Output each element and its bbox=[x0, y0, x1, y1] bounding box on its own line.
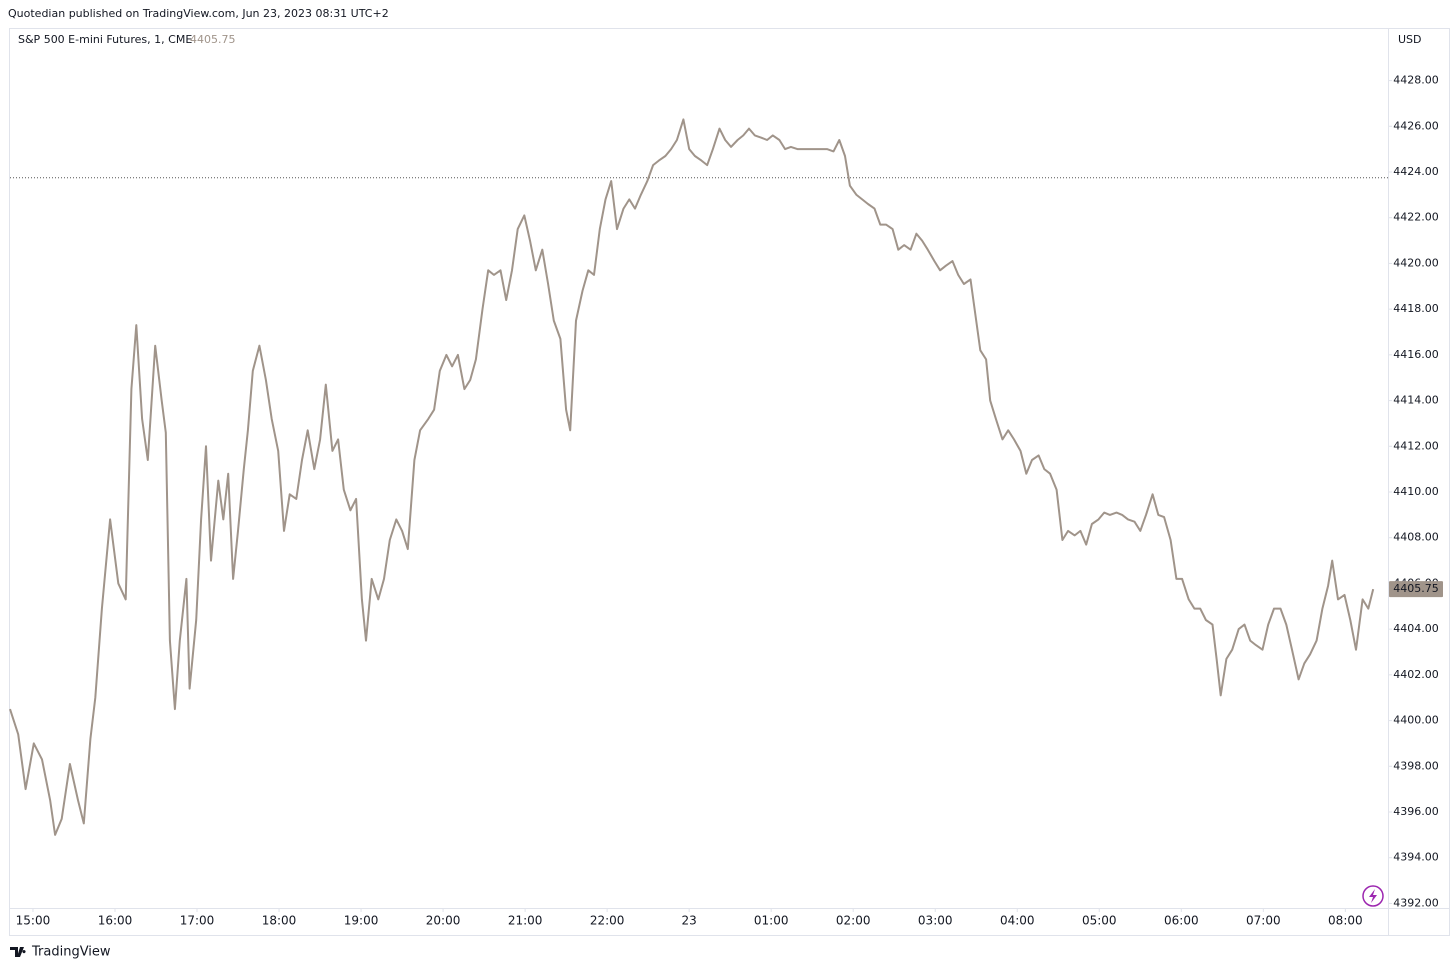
x-tick-label: 18:00 bbox=[262, 914, 297, 928]
y-tick-label: 4392.00 bbox=[1393, 896, 1439, 909]
x-tick-label: 19:00 bbox=[344, 914, 379, 928]
y-tick-label: 4402.00 bbox=[1393, 668, 1439, 681]
y-tick-label: 4426.00 bbox=[1393, 119, 1439, 132]
x-tick-label: 20:00 bbox=[426, 914, 461, 928]
x-tick-label: 07:00 bbox=[1246, 914, 1281, 928]
x-tick-label: 04:00 bbox=[1000, 914, 1035, 928]
symbol-title: S&P 500 E-mini Futures, 1, CME bbox=[18, 33, 192, 46]
currency-label: USD bbox=[1398, 33, 1422, 46]
price-line bbox=[9, 118, 1375, 836]
y-tick-label: 4408.00 bbox=[1393, 531, 1439, 544]
y-tick-label: 4418.00 bbox=[1393, 302, 1439, 315]
header-last-price: 4405.75 bbox=[190, 33, 236, 46]
x-tick-label: 16:00 bbox=[98, 914, 133, 928]
y-tick-label: 4394.00 bbox=[1393, 851, 1439, 864]
y-tick-label: 4428.00 bbox=[1393, 74, 1439, 87]
footer-logo bbox=[10, 947, 26, 957]
x-tick-label: 06:00 bbox=[1164, 914, 1199, 928]
chart-frame bbox=[9, 28, 1450, 936]
publish-header: Quotedian published on TradingView.com, … bbox=[8, 7, 389, 20]
x-tick-label: 21:00 bbox=[508, 914, 543, 928]
last-price-label: 4405.75 bbox=[1393, 582, 1439, 595]
x-tick-label: 08:00 bbox=[1328, 914, 1363, 928]
y-tick-label: 4420.00 bbox=[1393, 256, 1439, 269]
x-tick-label: 03:00 bbox=[918, 914, 953, 928]
y-tick-label: 4400.00 bbox=[1393, 714, 1439, 727]
y-tick-label: 4424.00 bbox=[1393, 165, 1439, 178]
y-tick-label: 4422.00 bbox=[1393, 211, 1439, 224]
y-tick-label: 4410.00 bbox=[1393, 485, 1439, 498]
x-tick-label: 05:00 bbox=[1082, 914, 1117, 928]
last-price-box bbox=[1389, 581, 1443, 598]
x-tick-label: 01:00 bbox=[754, 914, 789, 928]
y-tick-label: 4398.00 bbox=[1393, 759, 1439, 772]
x-tick-label: 17:00 bbox=[180, 914, 215, 928]
y-tick-label: 4404.00 bbox=[1393, 622, 1439, 635]
x-tick-label: 23 bbox=[682, 914, 697, 928]
y-tick-label: 4416.00 bbox=[1393, 348, 1439, 361]
x-tick-label: 22:00 bbox=[590, 914, 625, 928]
y-tick-label: 4412.00 bbox=[1393, 439, 1439, 452]
x-tick-label: 15:00 bbox=[16, 914, 51, 928]
footer-brand: TradingView bbox=[31, 945, 111, 960]
y-tick-label: 4414.00 bbox=[1393, 394, 1439, 407]
y-tick-label: 4396.00 bbox=[1393, 805, 1439, 818]
x-tick-label: 02:00 bbox=[836, 914, 871, 928]
lightning-icon bbox=[1362, 885, 1384, 907]
